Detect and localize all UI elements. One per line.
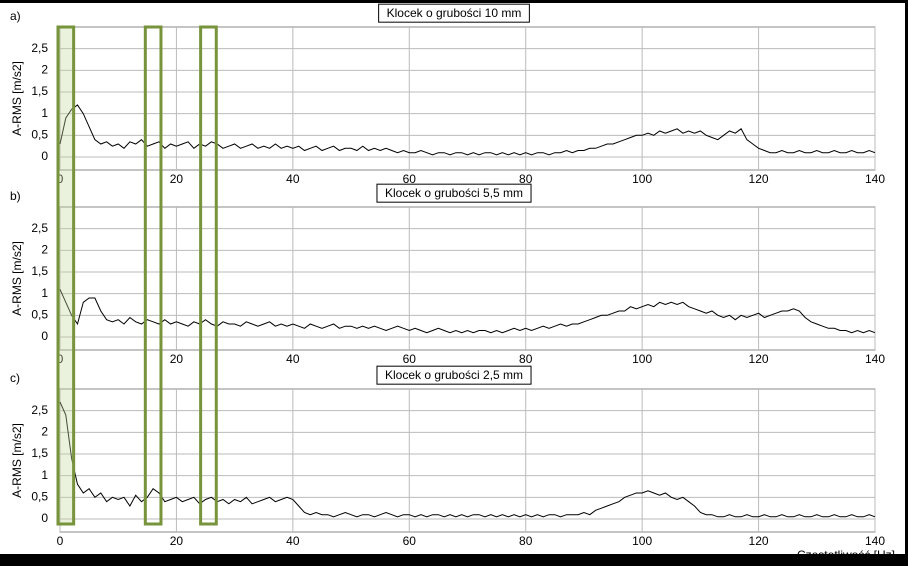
x-tick-label: 20 [170,352,184,366]
y-axis-label: A-RMS [m/s2] [10,423,24,498]
x-tick-label: 0 [57,534,64,548]
x-tick-label: 60 [403,352,417,366]
x-tick-label: 120 [749,352,769,366]
y-tick-label: 0 [41,511,48,525]
chart-title: Klocek o grubości 2,5 mm [385,368,523,382]
x-tick-label: 0 [57,352,64,366]
y-tick-label: 2,5 [31,403,48,417]
title-box [378,3,530,23]
y-tick-label: 2,5 [31,41,48,55]
x-tick-label: 140 [865,172,885,186]
plot-area [59,206,876,351]
y-tick-label: 1 [41,468,48,482]
x-tick-label: 20 [170,534,184,548]
y-axis-label: A-RMS [m/s2] [10,61,24,136]
highlight-band [143,25,163,526]
title-box [376,365,532,385]
x-tick-label: 100 [632,352,652,366]
y-tick-label: 1,5 [31,264,48,278]
x-tick-label: 80 [519,172,533,186]
y-tick-label: 0 [41,149,48,163]
x-tick-label: 80 [519,352,533,366]
y-tick-label: 0 [41,329,48,343]
panel-label: b) [10,189,21,203]
y-tick-label: 2 [41,63,48,77]
y-tick-label: 0,5 [31,308,48,322]
data-line [59,104,876,156]
highlight-band [199,25,218,526]
highlight-band [56,25,76,526]
plot-area [59,388,876,533]
x-tick-label: 100 [632,172,652,186]
y-tick-label: 2 [41,243,48,257]
x-tick-label: 120 [749,172,769,186]
x-tick-label: 60 [403,534,417,548]
plot-area [59,26,876,171]
x-tick-label: 40 [286,172,300,186]
y-tick-label: 2 [41,425,48,439]
panel-label: a) [10,9,21,23]
x-tick-label: 120 [749,534,769,548]
x-tick-label: 140 [865,534,885,548]
y-tick-label: 1,5 [31,84,48,98]
y-tick-label: 1 [41,106,48,120]
x-tick-label: 40 [286,534,300,548]
x-tick-label: 100 [632,534,652,548]
chart-title: Klocek o grubości 5,5 mm [385,186,523,200]
panel-label: c) [10,371,20,385]
data-line [59,401,876,518]
y-tick-label: 2,5 [31,221,48,235]
title-box [376,183,532,203]
y-tick-label: 1,5 [31,446,48,460]
y-tick-label: 1 [41,286,48,300]
data-line [59,289,876,334]
y-axis-label: A-RMS [m/s2] [10,241,24,316]
x-tick-label: 80 [519,534,533,548]
x-tick-label: 40 [286,352,300,366]
x-tick-label: 20 [170,172,184,186]
x-tick-label: 0 [57,172,64,186]
x-tick-label: 140 [865,352,885,366]
y-tick-label: 0,5 [31,490,48,504]
chart-title: Klocek o grubości 10 mm [387,6,522,20]
x-axis-label: Częstotliwość [Hz] [797,548,895,562]
x-tick-label: 60 [403,172,417,186]
y-tick-label: 0,5 [31,128,48,142]
